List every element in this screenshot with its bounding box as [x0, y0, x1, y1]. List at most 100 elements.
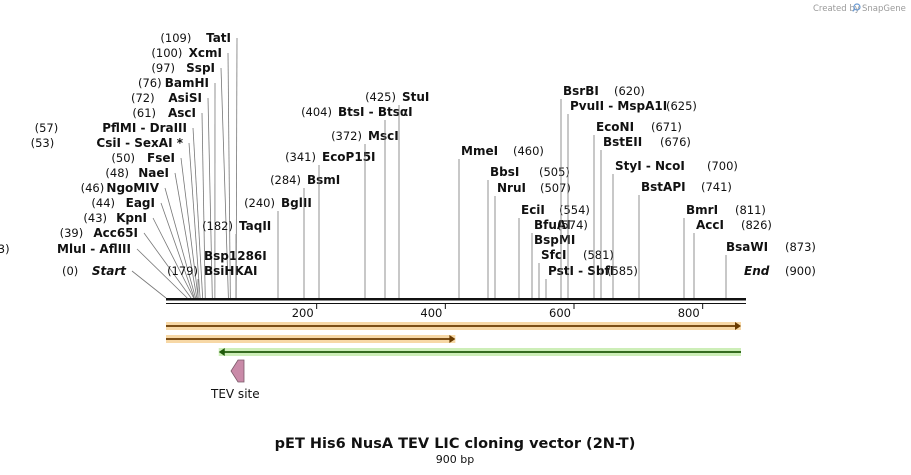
- site-name: BbsI: [490, 165, 519, 179]
- site-0[interactable]: (0) Start: [62, 264, 167, 299]
- feature-green-arrow[interactable]: [218, 348, 742, 356]
- site-28[interactable]: EciI (554): [518, 203, 590, 298]
- site-position: (900): [785, 264, 816, 278]
- site-6[interactable]: (48) NaeI: [105, 166, 198, 299]
- site-position: (53): [31, 136, 55, 150]
- site-connector: [152, 217, 195, 299]
- tick-800: 800: [678, 303, 704, 320]
- tick-label: 200: [292, 306, 314, 320]
- backbone: [166, 298, 746, 304]
- site-4[interactable]: (44) EagI: [91, 196, 195, 299]
- site-36[interactable]: BstEII (676): [600, 135, 691, 298]
- site-25[interactable]: MmeI (460): [458, 144, 544, 298]
- feature-orange-arrow-long[interactable]: [166, 322, 741, 330]
- site-17[interactable]: Bsp1286I: [204, 249, 267, 263]
- site-22[interactable]: (372) MscI: [331, 129, 399, 298]
- site-39[interactable]: BmrI (811): [683, 203, 766, 298]
- site-8[interactable]: (53) CsiI - SexAI *: [31, 136, 201, 299]
- site-12[interactable]: (76) BamHI: [138, 76, 216, 299]
- site-name: BglII: [281, 196, 312, 210]
- site-10[interactable]: (61) AscI: [132, 106, 206, 299]
- tick-400: 400: [420, 303, 446, 320]
- site-name: StyI - NcoI: [615, 159, 685, 173]
- site-position: (109): [160, 31, 191, 45]
- site-32[interactable]: PstI - SbfI(585): [545, 264, 638, 298]
- site-33[interactable]: BsrBI (620): [560, 84, 645, 298]
- site-position: (574): [557, 218, 588, 232]
- site-1[interactable]: (33) MluI - AflIII: [0, 242, 188, 299]
- site-3[interactable]: (43) KpnI: [83, 211, 195, 299]
- site-13[interactable]: (97) SspI: [151, 61, 229, 299]
- site-position: (50): [111, 151, 135, 165]
- tev-site-label: TEV site: [210, 387, 260, 401]
- site-20[interactable]: (284) BsmI: [270, 173, 340, 298]
- site-37[interactable]: StyI - NcoI (700): [612, 159, 738, 298]
- site-name: Bsp1286I: [204, 249, 267, 263]
- site-position: (625): [666, 99, 697, 113]
- site-position: (240): [244, 196, 275, 210]
- site-9[interactable]: (57) PflMI - DraIII: [35, 121, 204, 299]
- site-41[interactable]: BsaWI (873): [725, 240, 816, 298]
- site-position: (0): [62, 264, 78, 278]
- site-18[interactable]: (182) TaqII: [202, 219, 271, 298]
- tev-site-feature[interactable]: [230, 359, 245, 383]
- site-23[interactable]: (404) BtsI - BtsαI: [301, 105, 413, 298]
- site-position: (76): [138, 76, 162, 90]
- site-name: EcoNI: [596, 120, 634, 134]
- site-29[interactable]: BfuAI(574): [531, 218, 588, 298]
- site-30[interactable]: BspMI: [534, 233, 575, 247]
- site-name: NruI: [497, 181, 526, 195]
- site-position: (44): [91, 196, 115, 210]
- site-name: BmrI: [686, 203, 718, 217]
- snapgene-logo-icon: [852, 3, 861, 12]
- site-14[interactable]: (100) XcmI: [151, 46, 231, 299]
- site-31[interactable]: SfcI (581): [538, 248, 614, 298]
- site-2[interactable]: (39) Acc65I: [60, 226, 192, 299]
- site-16[interactable]: (179) BsiHKAI: [167, 264, 258, 298]
- site-position: (826): [741, 218, 772, 232]
- site-connector: [192, 127, 204, 299]
- site-name: TaqII: [239, 219, 271, 233]
- site-position: (741): [701, 180, 732, 194]
- tick-label: 800: [678, 306, 700, 320]
- site-connector: [201, 112, 206, 299]
- site-position: (620): [614, 84, 645, 98]
- site-42[interactable]: End (900): [744, 264, 816, 278]
- site-35[interactable]: EcoNI (671): [593, 120, 682, 298]
- site-name: KpnI: [116, 211, 147, 225]
- site-15[interactable]: (109) TatI: [160, 31, 238, 299]
- site-position: (179): [167, 264, 198, 278]
- site-position: (33): [0, 242, 10, 256]
- site-connector: [207, 97, 213, 299]
- site-name: PstI - SbfI: [548, 264, 614, 278]
- site-38[interactable]: BstAPI (741): [638, 180, 732, 298]
- site-27[interactable]: NruI (507): [494, 181, 571, 298]
- feature-orange-arrow-short[interactable]: [166, 335, 456, 343]
- tick-600: 600: [549, 303, 575, 320]
- site-name: BspMI: [534, 233, 575, 247]
- site-position: (811): [735, 203, 766, 217]
- site-position: (554): [559, 203, 590, 217]
- site-19[interactable]: (240) BglII: [244, 196, 312, 298]
- site-name: PflMI - DraIII: [102, 121, 187, 135]
- site-7[interactable]: (50) FseI: [111, 151, 199, 299]
- site-26[interactable]: BbsI (505): [487, 165, 570, 298]
- site-24[interactable]: (425) StuI: [365, 90, 429, 298]
- site-position: (284): [270, 173, 301, 187]
- site-name: AsiSI: [168, 91, 202, 105]
- site-name: BtsI - BtsαI: [338, 105, 413, 119]
- site-5[interactable]: (46) NgoMIV: [81, 181, 196, 299]
- site-position: (97): [151, 61, 175, 75]
- site-connector: [174, 172, 198, 299]
- tick-label: 600: [549, 306, 571, 320]
- site-position: (61): [132, 106, 156, 120]
- site-11[interactable]: (72) AsiSI: [131, 91, 213, 299]
- site-40[interactable]: AccI (826): [693, 218, 772, 298]
- tick-label: 400: [420, 306, 442, 320]
- site-connector: [160, 202, 195, 299]
- site-name: EciI: [521, 203, 545, 217]
- site-position: (182): [202, 219, 233, 233]
- site-position: (46): [81, 181, 105, 195]
- site-34[interactable]: PvuII - MspA1I(625): [567, 99, 697, 298]
- site-21[interactable]: (341) EcoP15I: [285, 150, 376, 298]
